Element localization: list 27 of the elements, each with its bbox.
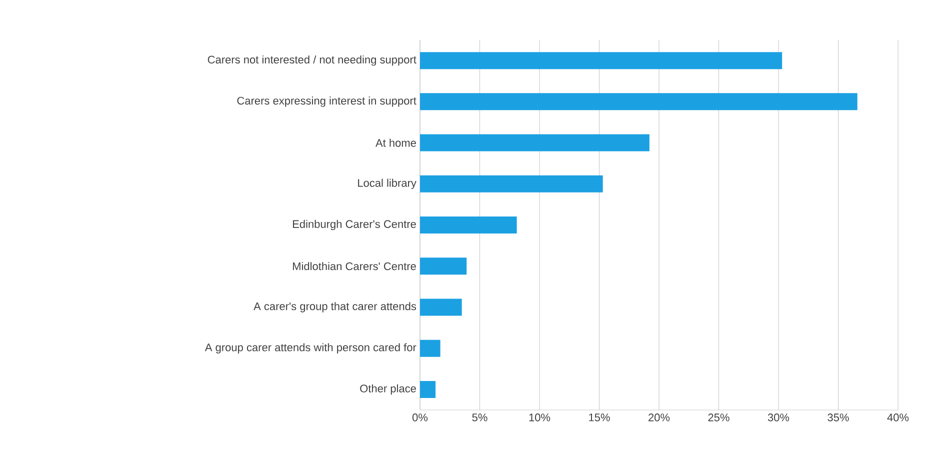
x-tick-label: 20% <box>648 414 670 422</box>
y-tick-label: Local library <box>358 178 416 190</box>
y-tick-label: Carers expressing interest in support <box>237 96 416 107</box>
bar <box>420 216 517 234</box>
bar <box>420 93 858 110</box>
bar <box>420 298 462 316</box>
x-tick-label: 5% <box>472 414 488 422</box>
y-tick-label: Carers not interested / not needing support <box>208 55 416 66</box>
y-tick-label: Other place <box>360 384 416 395</box>
bar <box>420 175 603 192</box>
x-tick-label: 10% <box>529 414 550 422</box>
y-tick-label: A carer's group that carer attends <box>254 302 416 312</box>
bar <box>420 52 782 70</box>
x-tick-label: 35% <box>828 414 849 422</box>
bar <box>420 258 467 275</box>
x-tick-label: 25% <box>708 414 730 422</box>
bar <box>420 340 440 357</box>
y-tick-label: At home <box>376 138 416 147</box>
x-tick-label: 40% <box>887 414 909 422</box>
x-tick-label: 15% <box>589 414 610 422</box>
y-tick-label: Edinburgh Carer's Centre <box>292 220 416 230</box>
bar <box>420 380 436 398</box>
y-tick-label: Midlothian Carers' Centre <box>293 262 416 270</box>
y-tick-label: A group carer attends with person cared for <box>204 343 416 354</box>
x-tick-label: 30% <box>768 414 790 422</box>
bar <box>420 134 650 152</box>
x-tick-label: 0% <box>412 414 428 422</box>
